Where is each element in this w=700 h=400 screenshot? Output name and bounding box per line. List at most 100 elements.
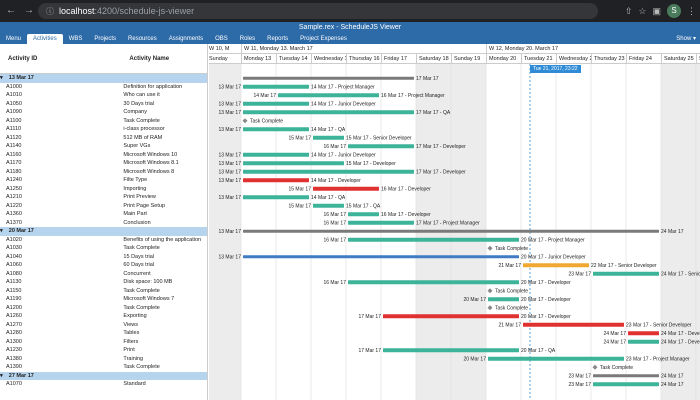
table-row[interactable]: A1100 Task Complete (0, 117, 207, 126)
table-row[interactable]: A1300 Filters (0, 338, 207, 347)
menu-item-roles[interactable]: Roles (239, 36, 256, 42)
table-row[interactable]: A1080 Concurrent (0, 270, 207, 279)
task-bar[interactable] (488, 297, 519, 302)
group-row[interactable]: ▾ 13 Mar 17 (0, 74, 207, 83)
task-bar[interactable] (523, 263, 589, 268)
task-bar[interactable] (243, 76, 414, 80)
task-bar[interactable] (313, 203, 344, 208)
info-icon[interactable]: ⓘ (46, 6, 54, 16)
collapse-icon[interactable]: ▾ (0, 372, 3, 379)
table-row[interactable]: A1130 Disk space: 100 MB (0, 278, 207, 287)
task-bar[interactable] (348, 144, 414, 149)
col-activity-name[interactable]: Activity Name (129, 55, 170, 62)
table-row[interactable]: A1150 Task Complete (0, 287, 207, 296)
task-bar[interactable] (243, 84, 309, 89)
menu-item-activities[interactable]: Activities (27, 34, 63, 44)
table-row[interactable]: A1050 30 Days trial (0, 100, 207, 109)
table-row[interactable]: A1170 Microsoft Windows 8.1 (0, 159, 207, 168)
menu-item-project-expenses[interactable]: Project Expenses (300, 36, 347, 42)
group-row[interactable]: ▾ 27 Mar 17 (0, 371, 207, 380)
task-bar[interactable] (243, 101, 309, 106)
task-bar[interactable] (313, 135, 344, 140)
table-row[interactable]: A1240 Filte Type (0, 176, 207, 185)
task-bar[interactable] (628, 339, 659, 344)
table-row[interactable]: A1120 512 MB of RAM (0, 134, 207, 143)
task-bar[interactable] (243, 152, 309, 157)
table-row[interactable]: A1270 Views (0, 321, 207, 330)
table-row[interactable]: A1360 Main Part (0, 210, 207, 219)
menu-dots-icon[interactable]: ⋮ (687, 5, 696, 16)
task-bar[interactable] (523, 322, 624, 327)
menu-item-resources[interactable]: Resources (128, 36, 157, 42)
task-bar[interactable] (593, 271, 659, 276)
table-row[interactable]: A1030 Task Complete (0, 244, 207, 253)
menu-item-reports[interactable]: Reports (267, 36, 289, 42)
collapse-icon[interactable]: ▾ (0, 228, 3, 235)
task-bar[interactable] (313, 186, 379, 191)
milestone-marker[interactable] (487, 288, 493, 294)
table-row[interactable]: A1210 Print Preview (0, 193, 207, 202)
task-bar[interactable] (383, 314, 519, 319)
milestone-marker[interactable] (487, 245, 493, 251)
task-bar[interactable] (348, 212, 379, 217)
table-row[interactable]: A1390 Task Complete (0, 363, 207, 372)
milestone-marker[interactable] (487, 305, 493, 311)
task-bar[interactable] (348, 280, 519, 285)
table-row[interactable]: A1230 Print (0, 346, 207, 355)
task-bar[interactable] (593, 374, 659, 378)
table-row[interactable]: A1060 60 Days trial (0, 261, 207, 270)
table-row[interactable]: A1380 Training (0, 355, 207, 364)
table-row[interactable]: A1180 Microsoft Windows 8 (0, 168, 207, 177)
task-bar[interactable] (243, 161, 344, 166)
table-row[interactable]: A1040 15 Days trial (0, 253, 207, 262)
sidebar-icon[interactable]: ▣ (652, 5, 661, 16)
table-row[interactable]: A1190 Microsoft Windows 7 (0, 295, 207, 304)
task-bar[interactable] (593, 382, 659, 387)
menu-item-menu[interactable]: Menu (6, 36, 22, 42)
task-bar[interactable] (243, 229, 659, 233)
task-bar[interactable] (628, 331, 659, 336)
table-row[interactable]: A1260 Exporting (0, 312, 207, 321)
milestone-marker[interactable] (592, 364, 598, 370)
task-bar[interactable] (348, 220, 414, 225)
table-row[interactable]: A1070 Standard (0, 380, 207, 389)
table-row[interactable]: A1110 i-class processor (0, 125, 207, 134)
share-icon[interactable]: ⇧ (624, 5, 633, 16)
avatar[interactable]: S (667, 4, 681, 18)
table-row[interactable]: A1200 Task Complete (0, 304, 207, 313)
table-row[interactable]: A1010 Who can use it (0, 91, 207, 100)
task-bar[interactable] (243, 255, 519, 259)
address-bar[interactable]: ⓘ localhost:4200/schedule-js-viewer (38, 3, 598, 19)
task-bar[interactable] (348, 237, 519, 242)
task-bar[interactable] (383, 348, 519, 353)
menu-item-assignments[interactable]: Assignments (168, 36, 204, 42)
table-row[interactable]: A1280 Tables (0, 329, 207, 338)
task-bar[interactable] (243, 178, 309, 183)
table-row[interactable]: A1020 Benefits of using the application (0, 236, 207, 245)
menu-item-obs[interactable]: OBS (215, 36, 228, 42)
back-icon[interactable]: ← (6, 5, 16, 16)
table-row[interactable]: A1250 Importing (0, 185, 207, 194)
star-icon[interactable]: ☆ (638, 5, 647, 16)
gantt-canvas[interactable]: 17 Mar 17 13 Mar 17 14 Mar 17 - Project Ma… (209, 44, 700, 400)
milestone-marker[interactable] (242, 118, 248, 124)
group-row[interactable]: ▾ 20 Mar 17 (0, 227, 207, 236)
task-bar[interactable] (243, 127, 309, 132)
menu-item-projects[interactable]: Projects (94, 36, 117, 42)
collapse-icon[interactable]: ▾ (0, 75, 3, 82)
menu-item-wbs[interactable]: WBS (68, 36, 83, 42)
task-bar[interactable] (243, 195, 309, 200)
forward-icon[interactable]: → (24, 5, 34, 16)
table-row[interactable]: A1140 Super VGs (0, 142, 207, 151)
table-row[interactable]: A1220 Print Page Setup (0, 202, 207, 211)
task-bar[interactable] (488, 356, 624, 361)
col-activity-id[interactable]: Activity ID (8, 55, 38, 62)
table-row[interactable]: A1370 Conclusion (0, 219, 207, 228)
table-row[interactable]: A1000 Definition for application (0, 83, 207, 92)
show-menu-button[interactable]: Show ▾ (676, 34, 696, 44)
task-bar[interactable] (243, 169, 414, 174)
table-row[interactable]: A1090 Company (0, 108, 207, 117)
table-row[interactable]: A1160 Microsoft Windows 10 (0, 151, 207, 160)
task-bar[interactable] (278, 93, 379, 98)
